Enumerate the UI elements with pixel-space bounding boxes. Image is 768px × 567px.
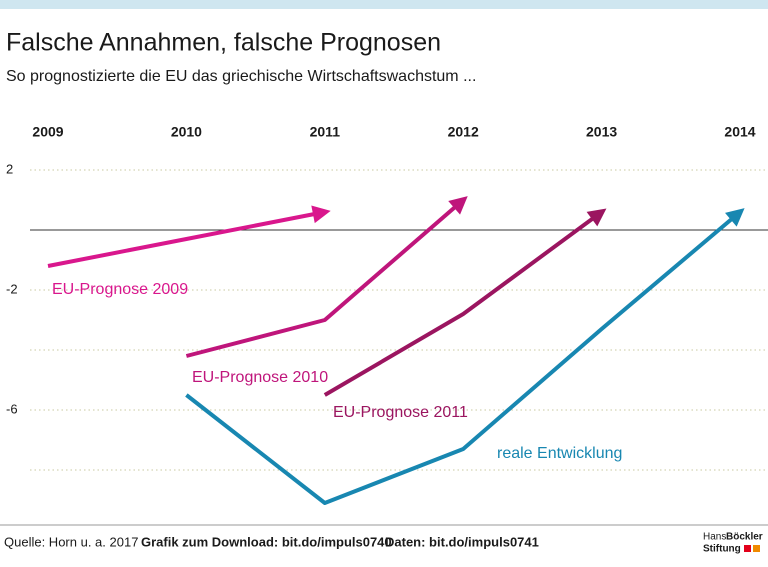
arrowhead [311,205,331,224]
series-line [47,210,326,268]
footer-download: Grafik zum Download: bit.do/impuls0740 [141,534,392,549]
arrowhead [586,208,607,227]
logo-square [753,545,760,552]
y-tick-label: -6 [6,401,18,416]
y-tick-label: -2 [6,281,18,296]
series-line [185,198,465,358]
x-tick-label: 2014 [724,124,755,140]
series-line [323,210,603,397]
series-line [185,210,742,505]
arrowhead [448,196,468,215]
x-tick-label: 2010 [171,124,202,140]
logo-square [744,545,751,552]
arrowhead [725,208,745,227]
logo-text: Böckler [726,532,763,543]
logo-text: Stiftung [703,544,741,555]
logo: Hans Böckler Stiftung [703,532,763,555]
series-label: EU-Prognose 2009 [52,281,188,298]
logo-text: Hans [703,532,726,543]
chart-title: Falsche Annahmen, falsche Prognosen [6,29,441,57]
footer-data: Daten: bit.do/impuls0741 [385,534,539,549]
x-tick-label: 2013 [586,124,617,140]
y-tick-label: 2 [6,161,13,176]
top-bar [0,0,768,9]
chart-subtitle: So prognostizierte die EU das griechisch… [6,68,476,85]
x-tick-label: 2012 [448,124,479,140]
x-tick-label: 2009 [32,124,63,140]
series-label: reale Entwicklung [497,445,622,462]
series-label: EU-Prognose 2011 [333,404,468,421]
footer-source: Quelle: Horn u. a. 2017 [4,534,138,549]
series-label: EU-Prognose 2010 [192,369,328,386]
x-tick-label: 2011 [310,124,341,140]
